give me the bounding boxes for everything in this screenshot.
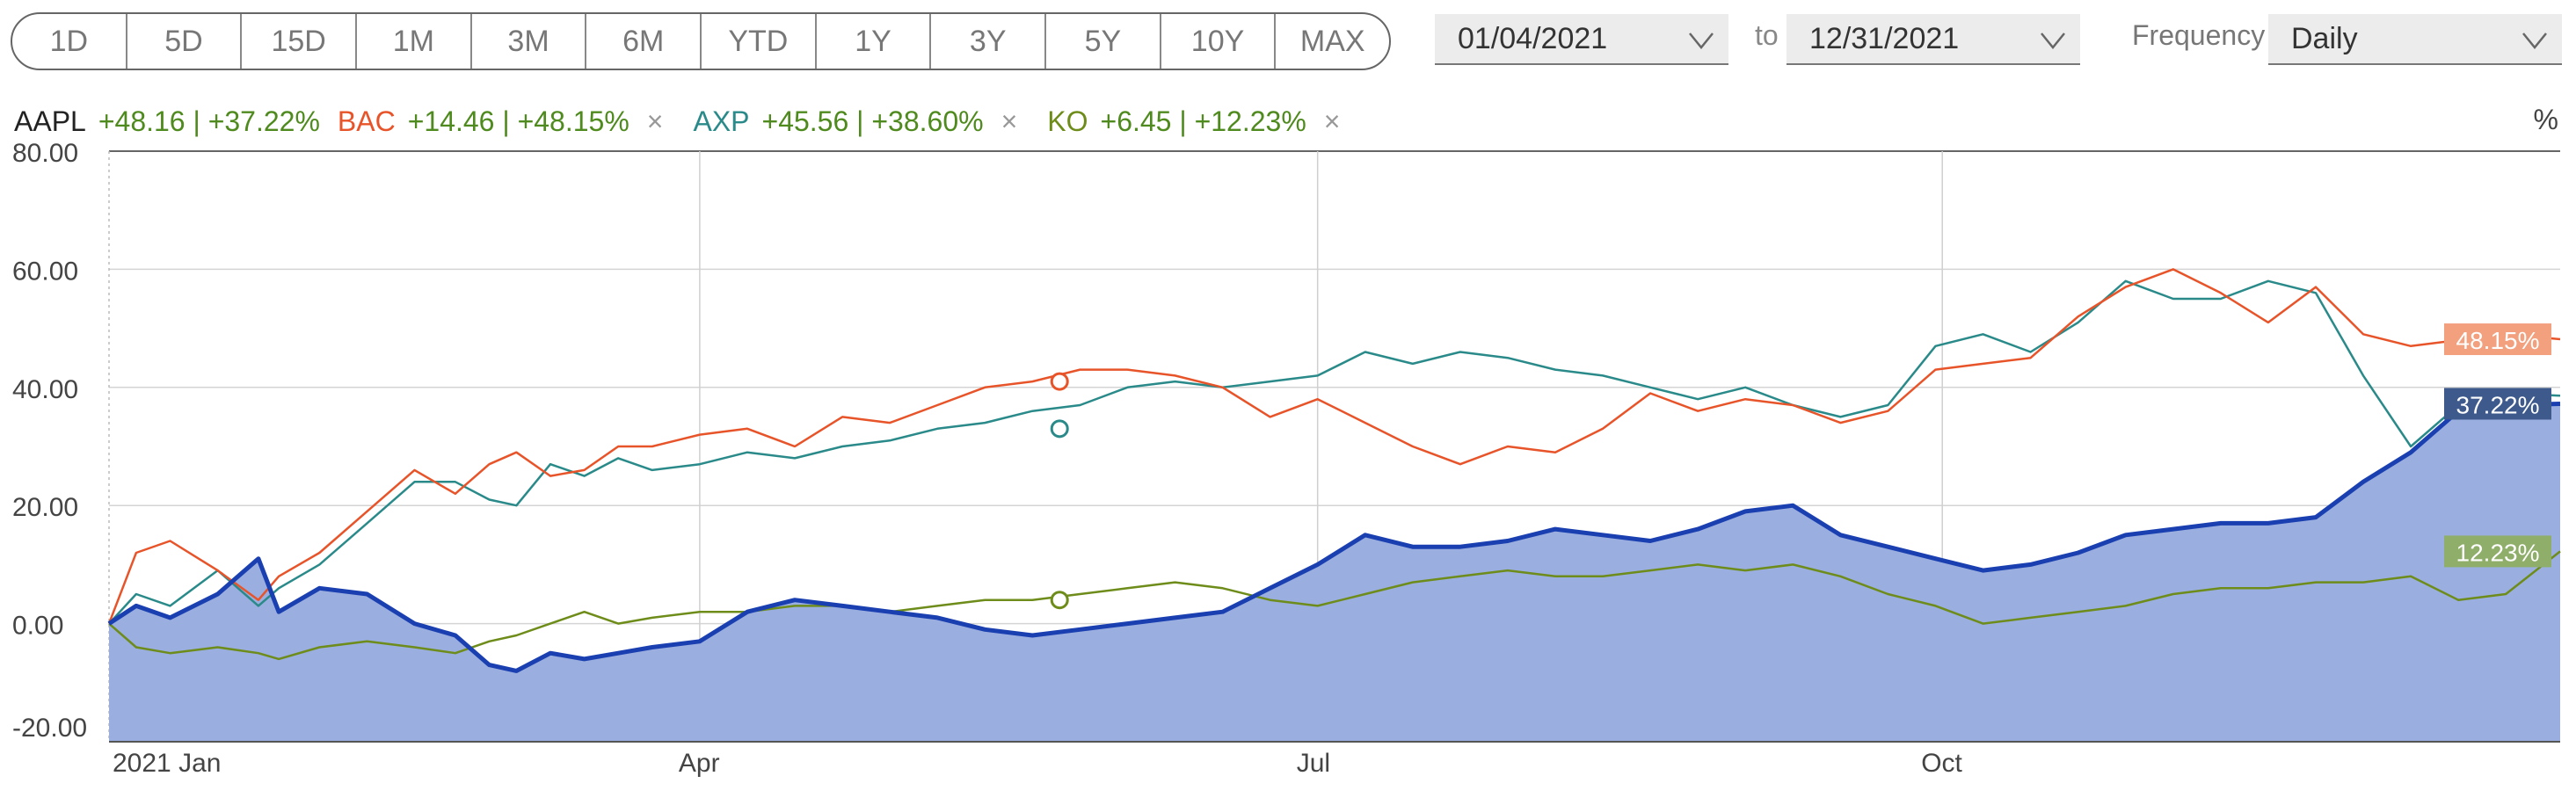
bac-end-tag	[2444, 323, 2551, 356]
event-marker-bac	[1050, 372, 1069, 391]
aapl-end-tag	[2444, 388, 2551, 420]
range-button-1m[interactable]: 1M	[357, 14, 472, 69]
unit-label: %	[2533, 104, 2558, 135]
range-button-max[interactable]: MAX	[1299, 24, 1365, 58]
aapl-area	[109, 403, 2560, 742]
range-button-1d[interactable]: 1D	[12, 14, 127, 69]
remove-bac-icon[interactable]: ×	[646, 105, 664, 137]
end-date-value: 12/31/2021	[1809, 21, 1960, 55]
range-button-5y[interactable]: 5Y	[1046, 14, 1161, 69]
remove-axp-icon[interactable]: ×	[1001, 105, 1018, 137]
bac-line	[107, 268, 2561, 625]
event-marker-ko	[1050, 591, 1069, 610]
range-button-5d[interactable]: 5D	[127, 14, 243, 69]
legend-symbol-axp[interactable]: AXP	[693, 105, 750, 137]
frequency-select[interactable]: Daily	[2268, 14, 2562, 65]
x-tick-label: Apr	[679, 749, 720, 778]
legend-change-ko: +6.45 | +12.23%	[1100, 105, 1306, 137]
range-button-3m[interactable]: 3M	[472, 14, 587, 69]
event-marker-axp	[1050, 419, 1069, 439]
frequency-value: Daily	[2291, 21, 2358, 55]
frequency-label: Frequency	[2132, 19, 2266, 51]
range-button-15d[interactable]: 15D	[242, 14, 358, 69]
chevron-down-icon	[2041, 33, 2065, 49]
x-tick-label: Oct	[1921, 749, 1962, 778]
axp-line	[108, 279, 2561, 625]
range-button-ytd[interactable]: YTD	[702, 14, 817, 69]
legend-change-bac: +14.46 | +48.15%	[407, 105, 629, 137]
remove-ko-icon[interactable]: ×	[1323, 105, 1341, 137]
bac-end-label: 48.15%	[2456, 327, 2540, 354]
end-date-select[interactable]: 12/31/2021	[1786, 14, 2080, 65]
range-button-1y[interactable]: 1Y	[817, 14, 932, 69]
legend-change-axp: +45.56 | +38.60%	[761, 105, 984, 137]
ko-end-label: 12.23%	[2456, 539, 2540, 566]
legend-symbol-bac[interactable]: BAC	[337, 105, 396, 137]
range-button-6m[interactable]: 6M	[586, 14, 702, 69]
legend-symbol-ko[interactable]: KO	[1047, 105, 1088, 137]
x-tick-label: 2021 Jan	[113, 749, 221, 778]
y-tick-label: 60.00	[12, 257, 78, 286]
y-tick-label: 20.00	[12, 493, 78, 522]
y-tick-label: 40.00	[12, 375, 78, 404]
chevron-down-icon	[2522, 33, 2547, 49]
y-tick-label: -20.00	[12, 714, 87, 743]
aapl-end-label: 37.22%	[2456, 391, 2540, 418]
range-selector: 1D 5D 15D 1M 3M 6M YTD 1Y 3Y 5Y 10Y MAX	[11, 12, 1391, 70]
legend: AAPL +48.16 | +37.22% BAC +14.46 | +48.15% ×…	[14, 102, 1370, 141]
range-button-3y[interactable]: 3Y	[931, 14, 1047, 69]
aapl-line	[107, 402, 2561, 673]
y-tick-label: 80.00	[12, 139, 78, 168]
range-button-10y[interactable]: 10Y	[1161, 14, 1277, 69]
start-date-select[interactable]: 01/04/2021	[1435, 14, 1728, 65]
legend-symbol-aapl[interactable]: AAPL	[14, 105, 86, 137]
y-tick-label: 0.00	[12, 612, 63, 641]
x-tick-label: Jul	[1297, 749, 1330, 778]
start-date-value: 01/04/2021	[1458, 21, 1608, 55]
ko-end-tag	[2444, 535, 2551, 568]
to-label: to	[1755, 19, 1779, 51]
ko-line	[108, 550, 2561, 661]
legend-change-aapl: +48.16 | +37.22%	[98, 105, 320, 137]
chevron-down-icon	[1689, 33, 1714, 49]
